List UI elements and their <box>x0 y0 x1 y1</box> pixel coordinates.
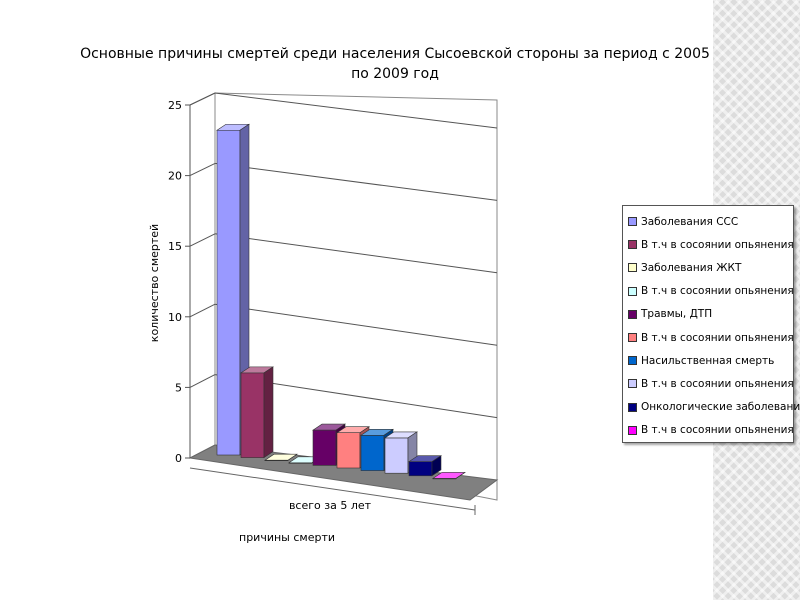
gridline <box>214 303 498 346</box>
legend-swatch <box>628 425 637 435</box>
legend-swatch <box>628 356 637 366</box>
legend-label: Насильственная смерть <box>641 354 775 367</box>
legend-item: В т.ч в сосоянии опьянения <box>628 419 794 442</box>
legend-label: В т.ч в сосоянии опьянения <box>641 285 794 298</box>
bar-side <box>287 453 298 461</box>
legend-swatch <box>628 217 637 227</box>
legend-item: Травмы, ДТП <box>628 303 793 326</box>
legend-label: Заболевания ССС <box>641 215 739 228</box>
gridline-side <box>189 92 216 106</box>
bar-front <box>336 432 361 469</box>
legend-swatch <box>628 379 637 389</box>
y-axis-title: количество смертей <box>148 224 161 342</box>
y-tick-label: 0 <box>175 452 182 465</box>
chart-title: Основные причины смертей среди населения… <box>80 46 710 82</box>
legend-swatch <box>628 286 637 296</box>
x-axis-title: причины смерти <box>239 531 335 544</box>
legend-swatch <box>628 402 637 412</box>
y-tick-label: 25 <box>168 99 182 112</box>
legend-swatch <box>628 333 637 343</box>
legend-swatch <box>628 309 637 319</box>
chart-side-wall <box>189 92 216 459</box>
legend-swatch <box>628 240 637 250</box>
gridline <box>214 92 498 129</box>
legend-item: В т.ч в сосоянии опьянения <box>628 233 794 256</box>
legend-label: В т.ч в сосоянии опьянения <box>641 238 794 251</box>
bar-front <box>240 372 265 458</box>
gridline-side <box>189 374 216 388</box>
legend-item: Заболевания ЖКТ <box>628 256 793 279</box>
bar-side <box>431 455 442 477</box>
x-axis-line <box>189 467 476 511</box>
legend-label: В т.ч в сосоянии опьянения <box>641 377 794 390</box>
legend-item: Онкологические заболевания <box>628 396 800 419</box>
x-category-label: всего за 5 лет <box>289 499 372 512</box>
y-tick-label: 10 <box>168 311 182 324</box>
gridline-side <box>189 162 216 177</box>
legend-item: Насильственная смерть <box>628 349 793 372</box>
gridline <box>214 233 498 274</box>
gridline <box>214 162 498 201</box>
bar-front <box>384 437 409 474</box>
gridline-side <box>189 303 216 318</box>
bar-front <box>312 429 337 466</box>
bar-front <box>408 461 433 477</box>
legend-item: В т.ч в сосоянии опьянения <box>628 326 794 349</box>
bar-front <box>216 129 241 456</box>
bar-side <box>455 472 466 479</box>
legend-label: Травмы, ДТП <box>641 308 713 321</box>
legend-swatch <box>628 263 637 273</box>
legend-item: В т.ч в сосоянии опьянения <box>628 280 794 303</box>
legend-label: Заболевания ЖКТ <box>641 261 742 274</box>
legend-item: В т.ч в сосоянии опьянения <box>628 372 794 395</box>
y-tick-label: 5 <box>175 381 182 394</box>
y-tick-label: 15 <box>168 240 182 253</box>
legend-label: Онкологические заболевания <box>641 401 800 414</box>
bar-front <box>360 434 385 471</box>
y-tick-label: 20 <box>168 170 182 183</box>
legend-label: В т.ч в сосоянии опьянения <box>641 331 794 344</box>
legend-label: В т.ч в сосоянии опьянения <box>641 424 794 437</box>
bar-side <box>263 366 274 459</box>
gridline-side <box>189 233 216 247</box>
legend-item: Заболевания ССС <box>628 210 793 233</box>
chart-legend: Заболевания ССС В т.ч в сосоянии опьянени… <box>622 205 800 443</box>
